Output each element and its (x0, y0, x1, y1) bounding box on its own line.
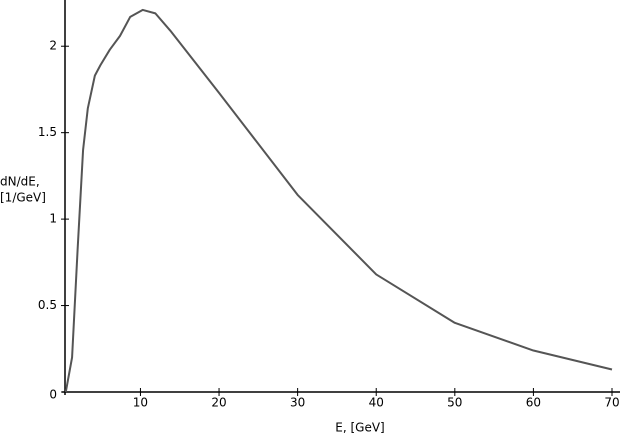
x-tick-label: 30 (290, 396, 305, 410)
x-tick-label: 20 (211, 396, 226, 410)
x-tick-label: 70 (604, 396, 619, 410)
line-series (64, 8, 613, 393)
y-tick-label: 1.5 (38, 125, 57, 139)
y-axis-label: [1/GeV] (0, 191, 46, 205)
x-tick-label: 50 (447, 396, 462, 410)
y-tick-label: 0.5 (38, 298, 57, 312)
x-axis-label: E, [GeV] (335, 421, 384, 435)
x-tick-label: 40 (369, 396, 384, 410)
y-tick-label: 1 (49, 212, 57, 226)
x-tick-label: 60 (526, 396, 541, 410)
y-tick-label: 0 (49, 388, 57, 402)
y-tick-label: 2 (49, 39, 57, 53)
y-axis-label: dN/dE, (0, 175, 40, 189)
x-tick-label: 10 (133, 396, 148, 410)
